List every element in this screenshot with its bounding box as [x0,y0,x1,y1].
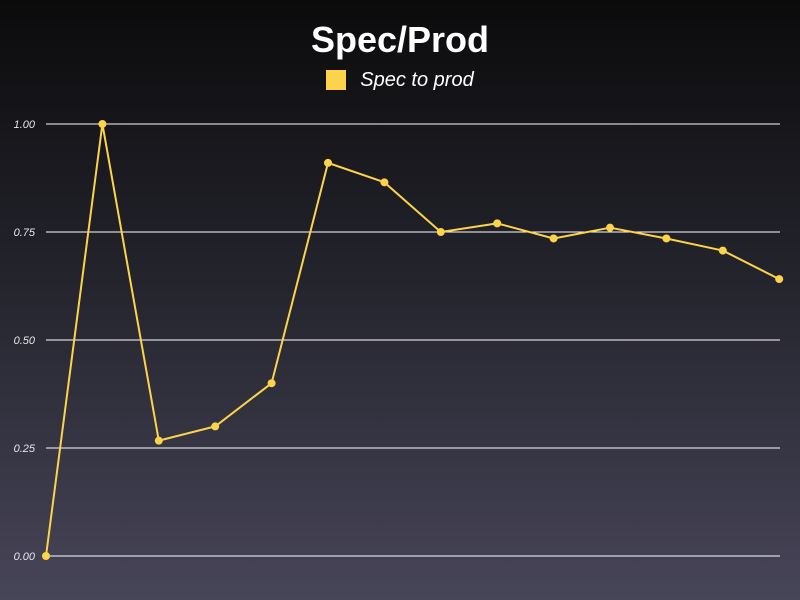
y-tick-label: 0.75 [14,227,36,239]
data-point [549,234,558,243]
data-point [154,436,163,445]
data-point [662,234,671,243]
data-point [436,228,445,236]
data-point [98,120,107,128]
data-point [718,246,727,255]
gridlines [46,123,780,557]
series-line [45,123,780,557]
chart-title: Spec/Prod [310,19,490,60]
legend-label: Spec to prod [360,69,474,91]
y-tick-labels: 0.00 0.25 0.50 0.75 1.00 [14,119,36,563]
data-point [324,158,332,167]
y-tick-label: 0.00 [14,551,36,563]
series-layer [42,120,784,560]
y-tick-label: 0.25 [14,443,36,455]
data-point [606,223,614,232]
data-point [267,379,276,388]
data-point [775,275,784,284]
y-tick-label: 1.00 [14,119,36,131]
data-point [380,178,389,187]
data-point [211,422,220,431]
y-tick-label: 0.50 [14,335,36,347]
legend: Spec to prod [0,68,800,92]
data-point [42,552,50,560]
data-point [493,219,502,228]
legend-swatch [326,70,347,90]
